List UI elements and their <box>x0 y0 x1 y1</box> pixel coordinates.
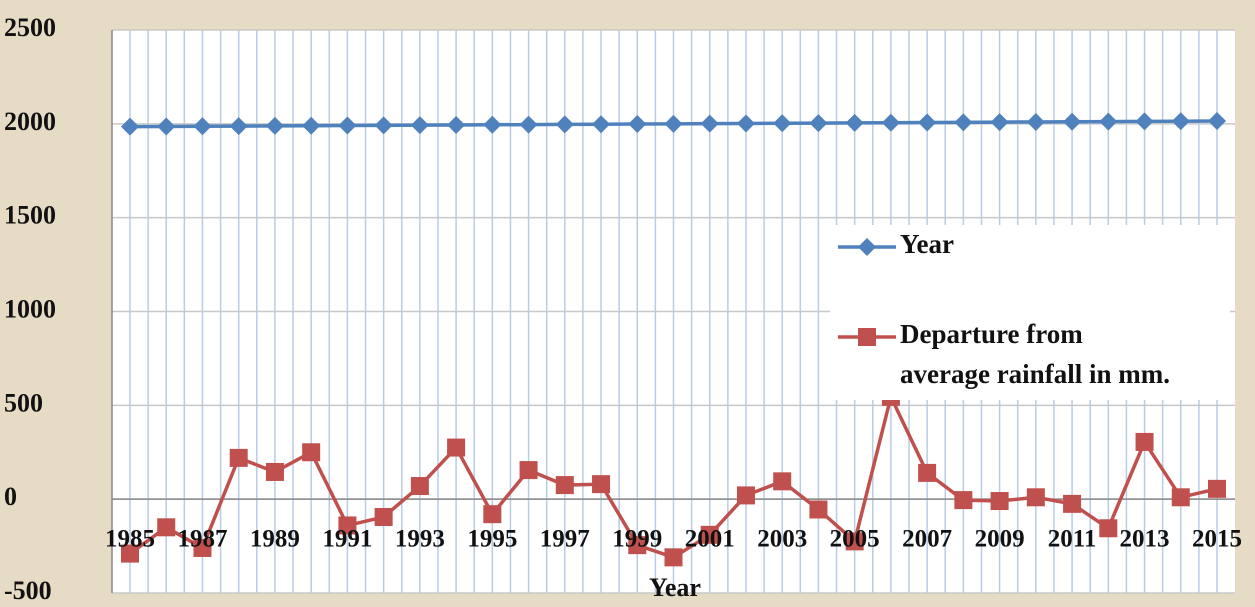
x-tick-label: 2009 <box>975 526 1025 553</box>
point <box>628 115 647 134</box>
point <box>374 507 393 526</box>
y-tick-label: 500 <box>4 388 43 417</box>
point <box>121 117 139 136</box>
point <box>592 475 611 494</box>
point <box>555 115 574 134</box>
point <box>918 113 937 132</box>
x-tick-label: 2015 <box>1192 526 1242 553</box>
legend-marker <box>858 238 876 256</box>
point <box>954 491 973 510</box>
point <box>1208 479 1226 498</box>
point <box>881 113 900 132</box>
point <box>773 472 792 491</box>
point <box>483 115 502 134</box>
point <box>664 114 683 133</box>
point <box>193 117 212 136</box>
x-tick-label: 1999 <box>612 526 662 553</box>
point <box>265 116 284 135</box>
y-tick-label: -500 <box>4 576 52 605</box>
y-tick-label: 1500 <box>4 201 56 230</box>
point <box>229 448 248 467</box>
point <box>954 113 973 132</box>
point <box>1171 112 1190 131</box>
point <box>519 461 538 480</box>
x-tick-label: 1995 <box>467 526 517 553</box>
point <box>990 492 1009 511</box>
point <box>410 116 429 135</box>
point <box>700 525 719 544</box>
x-tick-label: 1989 <box>250 526 300 553</box>
point <box>1099 112 1118 131</box>
legend: Year Departure from average rainfall in m… <box>830 225 1230 400</box>
point <box>519 115 538 134</box>
point <box>736 486 755 505</box>
point <box>1063 494 1082 513</box>
y-tick-label: 1000 <box>4 294 56 323</box>
point <box>1171 488 1190 507</box>
point <box>447 115 466 134</box>
legend-label: Departure from average rainfall in mm. <box>900 319 1170 389</box>
point <box>1063 112 1082 131</box>
point <box>265 462 284 481</box>
point <box>1026 488 1045 507</box>
x-tick-label: 1997 <box>540 526 590 553</box>
point <box>483 505 502 524</box>
point <box>809 500 828 519</box>
point <box>628 536 647 555</box>
x-tick-label: 1985 <box>105 526 155 553</box>
point <box>809 114 828 133</box>
point <box>374 116 393 135</box>
x-tick-label: 1991 <box>322 526 372 553</box>
x-tick-label: 1987 <box>177 526 227 553</box>
y-tick-label: 2500 <box>4 13 56 42</box>
point <box>193 538 212 557</box>
x-tick-label: 2001 <box>685 526 735 553</box>
point <box>157 518 176 537</box>
point <box>1208 112 1226 131</box>
point <box>121 544 139 563</box>
point <box>1026 112 1045 131</box>
x-tick-label: 2011 <box>1048 526 1097 553</box>
point <box>1135 112 1154 131</box>
point <box>447 438 466 457</box>
y-tick-label: 2000 <box>4 107 56 136</box>
point <box>302 116 321 135</box>
point <box>990 113 1009 132</box>
point <box>664 548 683 567</box>
point <box>845 532 864 551</box>
point <box>918 463 937 482</box>
x-tick-label: 2007 <box>902 526 952 553</box>
legend-label: Year <box>900 229 954 259</box>
point <box>845 113 864 132</box>
point <box>302 443 321 462</box>
x-tick-label: 2003 <box>757 526 807 553</box>
legend-bg <box>830 225 1230 400</box>
y-tick-label: 0 <box>4 482 17 511</box>
point <box>229 117 248 136</box>
point <box>410 477 429 496</box>
point <box>1099 519 1118 538</box>
x-tick-label: 1993 <box>395 526 445 553</box>
point <box>555 476 574 495</box>
point <box>773 114 792 133</box>
point <box>157 117 176 136</box>
point <box>338 516 357 535</box>
legend-marker <box>858 328 876 346</box>
x-axis-title: Year <box>649 573 701 602</box>
point <box>700 114 719 133</box>
x-tick-label: 2005 <box>830 526 880 553</box>
point <box>1135 432 1154 451</box>
x-tick-label: 2013 <box>1120 526 1170 553</box>
point <box>736 114 755 133</box>
point <box>338 116 357 135</box>
point <box>592 115 611 134</box>
